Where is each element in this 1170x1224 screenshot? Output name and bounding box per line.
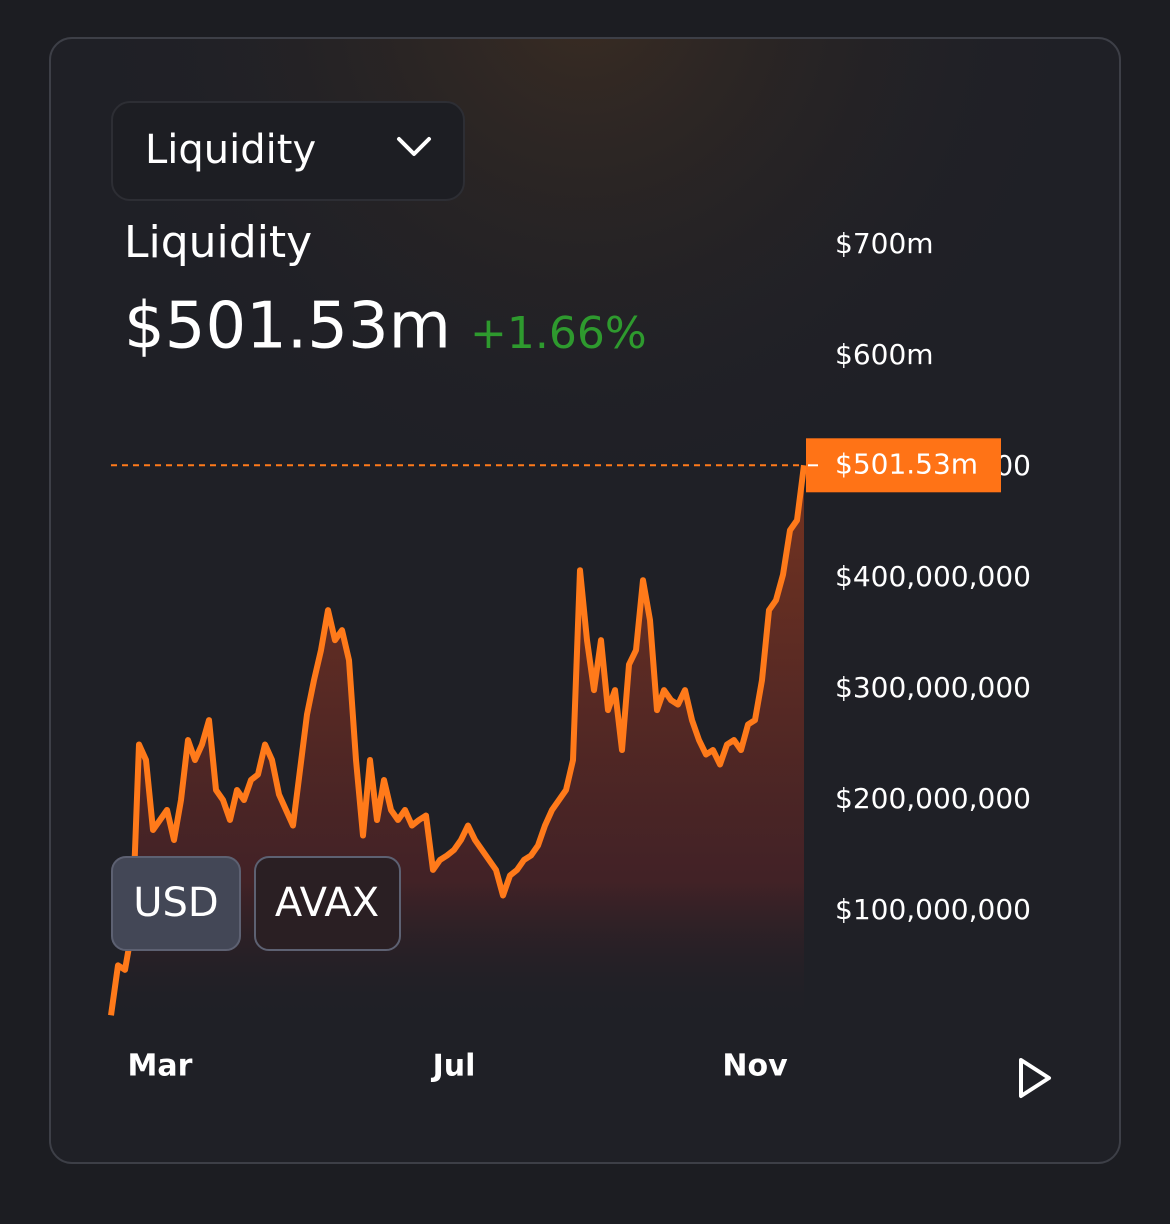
toggle-avax[interactable] bbox=[254, 856, 401, 951]
y-tick-label: $100,000,000 bbox=[835, 893, 1031, 926]
y-tick-label: $300,000,000 bbox=[835, 671, 1031, 704]
chevron-icon bbox=[397, 137, 431, 156]
play-button[interactable] bbox=[1019, 1058, 1051, 1098]
dropdown[interactable] bbox=[111, 101, 465, 201]
toggle-label: USD bbox=[133, 880, 218, 926]
current-value-badge bbox=[806, 438, 1001, 493]
toggle-label: AVAX bbox=[275, 880, 379, 926]
x-tick-label: Nov bbox=[722, 1049, 788, 1084]
x-tick-label: Mar bbox=[128, 1049, 193, 1084]
current-value-label: $501.53m bbox=[835, 447, 978, 480]
metric-value: $501.53m bbox=[124, 290, 451, 364]
y-tick-label: $700m bbox=[835, 227, 934, 260]
y-tick-label: $600m bbox=[835, 338, 934, 371]
metric-title: Liquidity bbox=[124, 217, 312, 268]
dropdown-label: Liquidity bbox=[145, 127, 316, 173]
line bbox=[108, 464, 807, 1016]
y-tick-label: $400,000,000 bbox=[835, 560, 1031, 593]
toggle-usd[interactable] bbox=[111, 856, 241, 951]
x-tick-label: Jul bbox=[431, 1049, 476, 1084]
metric-change: +1.66% bbox=[470, 308, 647, 359]
y-tick-label: $200,000,000 bbox=[835, 782, 1031, 815]
